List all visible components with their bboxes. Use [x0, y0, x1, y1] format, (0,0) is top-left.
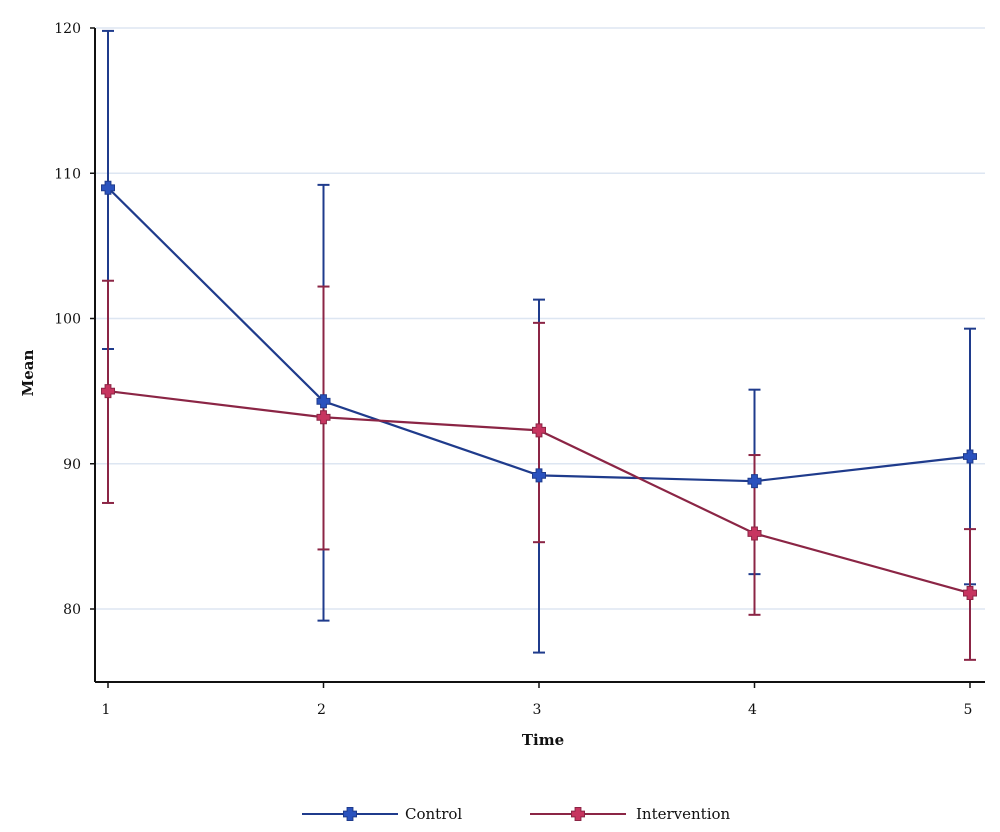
point-intervention-5 [963, 586, 977, 601]
point-intervention-2 [316, 410, 331, 425]
point-control-5 [963, 449, 977, 464]
legend-marker-control [343, 807, 357, 821]
x-tick-label-4: 4 [748, 702, 757, 718]
legend-label-intervention: Intervention [636, 805, 731, 823]
legend-item-control: Control [302, 805, 462, 823]
legend-label-control: Control [405, 805, 462, 823]
x-tick-label-3: 3 [533, 702, 542, 718]
axes [90, 27, 985, 688]
grid-lines [96, 27, 985, 610]
y-axis-title: Mean [19, 350, 37, 397]
y-tick-label-100: 100 [54, 312, 81, 328]
legend-item-intervention: Intervention [530, 805, 731, 823]
point-control-3 [532, 468, 546, 483]
x-axis-title: Time [522, 731, 564, 749]
x-tick-label-1: 1 [102, 702, 111, 718]
point-intervention-4 [747, 526, 762, 541]
y-tick-label-80: 80 [63, 602, 81, 618]
y-tick-label-120: 120 [54, 21, 81, 37]
series-layer [101, 29, 977, 661]
tick-labels: 80 90 100 110 120 1 2 3 4 5 [54, 21, 972, 718]
y-tick-label-110: 110 [54, 166, 81, 182]
legend: Control Intervention [302, 805, 731, 823]
point-intervention-1 [101, 384, 115, 399]
point-control-2 [316, 394, 331, 409]
y-tick-label-90: 90 [63, 457, 81, 473]
point-control-1 [101, 180, 115, 195]
x-tick-label-5: 5 [964, 702, 973, 718]
point-control-4 [747, 474, 762, 489]
x-tick-label-2: 2 [317, 702, 326, 718]
legend-marker-intervention [571, 807, 585, 821]
point-intervention-3 [532, 423, 546, 438]
